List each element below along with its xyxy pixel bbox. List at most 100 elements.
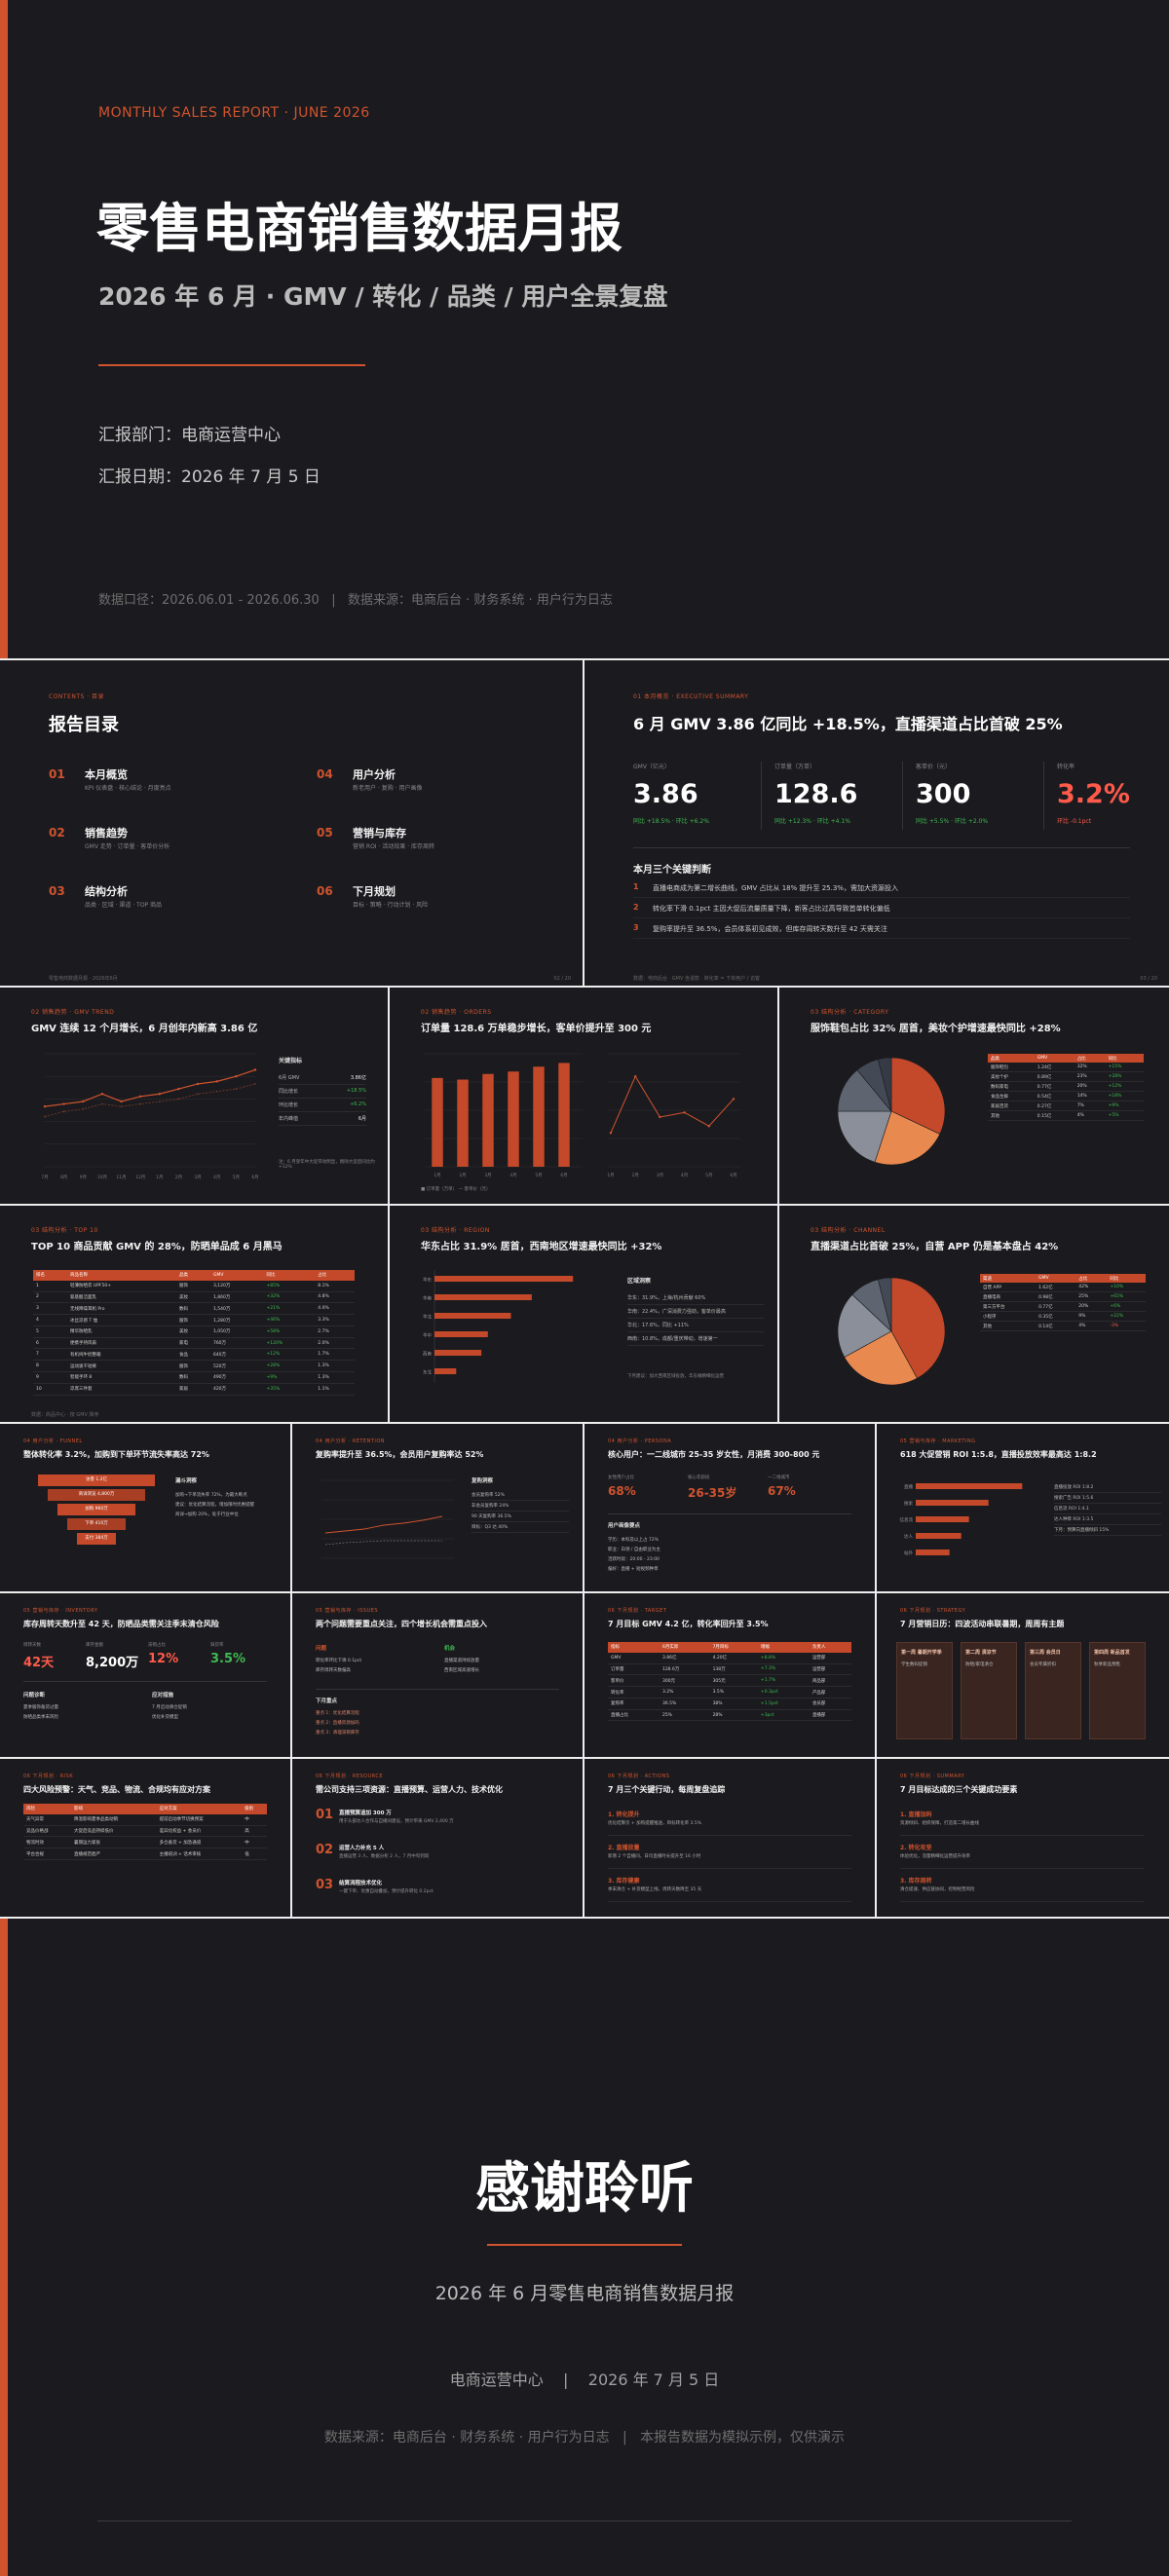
- judgement-separator: [633, 938, 1130, 939]
- x-tick-label: 11月: [116, 1175, 126, 1180]
- issues-kicker: 05 营销与库存 · ISSUES: [316, 1608, 379, 1614]
- channel-table: 渠道 GMV 占比 同比 自营 APP 1.62亿 42% +10% 直播电商 0.98亿 25% +…: [980, 1274, 1146, 1331]
- channel-pie-chart: [837, 1277, 946, 1386]
- issues-a-title: 问题: [316, 1646, 327, 1652]
- kpi-value: 128.6: [774, 779, 858, 809]
- judgement-number: 3: [633, 923, 639, 932]
- persona-list-title: 用户画像要点: [608, 1523, 641, 1529]
- toc-item-number: 05: [317, 826, 333, 840]
- pie-slice: [877, 1277, 892, 1332]
- table-cell: 食品: [175, 1348, 210, 1362]
- table-cell: 420万: [209, 1383, 264, 1396]
- table-cell: +9%: [1105, 1101, 1144, 1111]
- table-cell: +32%: [263, 1291, 316, 1304]
- table-header-cell: 增幅: [757, 1642, 810, 1653]
- step-title: 3. 库存健康: [608, 1878, 640, 1885]
- data-point: [138, 1095, 142, 1099]
- retention-insight: 目标：Q3 达 40%: [471, 1522, 569, 1533]
- toc-item-title: 用户分析: [353, 768, 396, 781]
- data-point: [62, 1102, 65, 1105]
- step-separator: [900, 1868, 1144, 1869]
- table-cell: +18%: [1105, 1091, 1144, 1101]
- table-cell: 差异化权益 + 会员价: [156, 1825, 243, 1838]
- x-tick-label: 6月: [560, 1173, 567, 1178]
- table-header-cell: GMV: [1034, 1054, 1075, 1063]
- funnel-stage: 商详浏览 4,800万: [48, 1489, 145, 1501]
- data-point: [82, 1100, 85, 1103]
- x-tick-label: 5月: [233, 1175, 240, 1180]
- category-slide: 03 结构分析 · CATEGORY 服饰鞋包占比 32% 居首，美妆个护增速最…: [779, 988, 1169, 1204]
- table-cell: 490万: [209, 1371, 264, 1384]
- persona-point: 偏好：直播 + 短视频种草: [608, 1567, 659, 1572]
- resource-kicker: 06 下月规划 · RESOURCE: [316, 1773, 383, 1779]
- funnel-stage: 访客 1.2亿: [38, 1475, 155, 1486]
- risk-slide: 06 下月规划 · RISK 四大风险预警：天气、竞品、物流、合规均有应对方案 …: [0, 1759, 290, 1917]
- table-cell: 32%: [1074, 1063, 1106, 1072]
- inventory-kpi-value: 8,200万: [86, 1656, 139, 1670]
- table-cell: 直播规范趋严: [70, 1848, 157, 1860]
- table-cell: 美妆: [175, 1291, 210, 1304]
- table-cell: 运动速干短裤: [66, 1360, 176, 1373]
- table-cell: 4.20亿: [709, 1652, 758, 1664]
- table-cell: 0.77亿: [1034, 1081, 1075, 1092]
- x-tick-label: 12月: [135, 1175, 145, 1180]
- table-cell: 14%: [1074, 1091, 1106, 1101]
- table-cell: 美妆: [175, 1325, 210, 1338]
- table-cell: 产品部: [809, 1686, 851, 1699]
- table-cell: 氨基酸洁面乳: [66, 1291, 176, 1304]
- opportunity-item: 直播渠道持续放量: [444, 1659, 479, 1663]
- toc-item-desc: 营销 ROI · 活动效果 · 库存周转: [353, 843, 435, 850]
- marketing-kicker: 05 营销与库存 · MARKETING: [900, 1438, 976, 1444]
- kv-value: +18.5%: [346, 1088, 366, 1094]
- resource-desc: 直播运营 3 人、数据分析 2 人，7 月中旬到岗: [339, 1854, 430, 1859]
- table-cell: 6: [33, 1337, 67, 1350]
- toc-item-title: 销售趋势: [85, 827, 128, 840]
- x-tick-label: 1月: [607, 1173, 614, 1178]
- data-point: [634, 1075, 637, 1078]
- thanks-bottom-line: [97, 2520, 1072, 2521]
- table-cell: 平台合规: [23, 1848, 71, 1860]
- resource-number: 03: [316, 1878, 334, 1892]
- actions-title: 7 月三个关键行动，每周复盘追踪: [608, 1785, 726, 1794]
- data-point: [158, 1093, 162, 1096]
- table-cell: 3.3%: [315, 1314, 355, 1326]
- keyfactors-slide: 06 下月规划 · SUMMARY 7 月目标达成的三个关键成功要素 1. 直播…: [877, 1759, 1169, 1917]
- table-header-cell: 品类: [175, 1270, 210, 1281]
- table-cell: 小程序: [980, 1311, 1037, 1322]
- keyfactors-kicker: 06 下月规划 · SUMMARY: [900, 1773, 965, 1779]
- table-cell: 23%: [1074, 1071, 1106, 1082]
- persona-title: 核心用户：一二线城市 25-35 岁女性，月消费 300-800 元: [608, 1450, 820, 1459]
- data-point: [43, 1104, 47, 1108]
- table-cell: 138万: [709, 1663, 758, 1676]
- summary-kicker: 01 本月概览 · EXECUTIVE SUMMARY: [633, 693, 749, 700]
- table-cell: 会员部: [809, 1698, 851, 1710]
- step-title: 2. 转化攻坚: [900, 1845, 932, 1851]
- table-row: 服饰鞋包 1.24亿 32% +15%: [988, 1063, 1144, 1072]
- step-separator: [608, 1901, 851, 1902]
- table-cell: 其他: [988, 1110, 1035, 1121]
- table-cell: 0.35亿: [1036, 1311, 1076, 1322]
- issue-item: 转化率环比下滑 0.1pct: [316, 1659, 362, 1663]
- data-point: [100, 1093, 104, 1096]
- persona-kpi-label: 女性用户占比: [608, 1475, 634, 1480]
- pie-slice: [890, 1277, 946, 1379]
- data-point: [253, 1068, 257, 1071]
- table-row: GMV 3.86亿 4.20亿 +8.8% 运营部: [608, 1652, 851, 1664]
- table-cell: +12%: [1105, 1081, 1144, 1092]
- gmv-line-chart: 7月 8月 9月 10月 11月 12月 1月 2月 3月 4月 5月 6月: [41, 1053, 259, 1180]
- table-cell: 转化率: [608, 1686, 660, 1699]
- region-bar: [434, 1294, 532, 1300]
- table-cell: 0.98亿: [1036, 1291, 1076, 1302]
- category-pie-chart: [837, 1057, 946, 1166]
- step-desc: 体验优化，流量精细化运营提升效率: [900, 1854, 970, 1859]
- table-row: 复购率 36.5% 38% +1.5pct 会员部: [608, 1698, 851, 1710]
- funnel-title: 整体转化率 3.2%，加购到下单环节流失率高达 72%: [23, 1450, 209, 1459]
- cover-dept: 汇报部门：电商运营中心: [98, 426, 281, 445]
- persona-kpi-value: 67%: [768, 1484, 796, 1498]
- inventory-divider: [23, 1681, 267, 1682]
- step-title: 3. 库存周转: [900, 1878, 932, 1885]
- step-title: 1. 直播加码: [900, 1811, 932, 1818]
- table-cell: 0.89亿: [1034, 1071, 1075, 1082]
- table-row: 直播电商 0.98亿 25% +65%: [980, 1291, 1146, 1302]
- data-point: [235, 1088, 238, 1090]
